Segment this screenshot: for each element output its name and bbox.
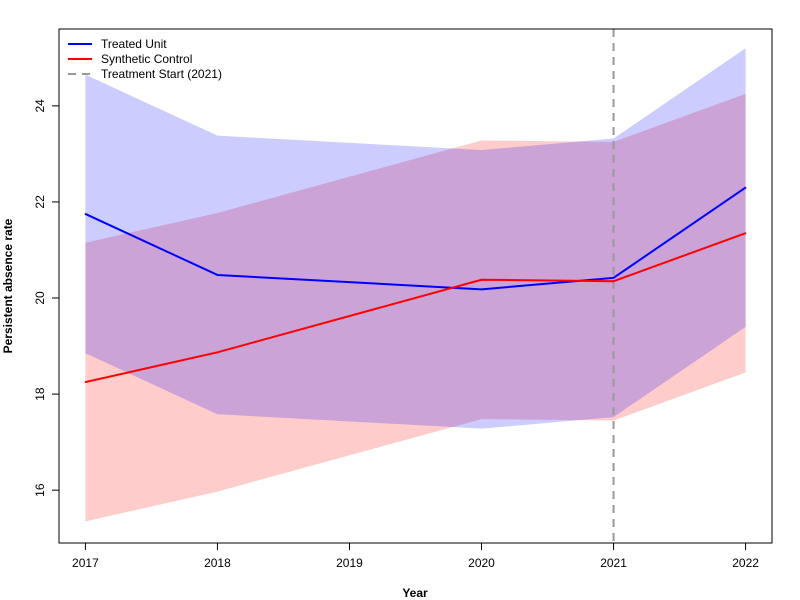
legend-treated-label: Treated Unit bbox=[101, 37, 167, 51]
data-point-synthetic bbox=[84, 381, 87, 383]
y-tick-label: 16 bbox=[33, 483, 47, 497]
series-lines bbox=[84, 186, 747, 384]
x-tick-label: 2019 bbox=[336, 556, 363, 570]
data-point-treated bbox=[612, 277, 615, 279]
confidence-band-synthetic bbox=[85, 93, 746, 522]
confidence-bands bbox=[85, 48, 746, 522]
data-point-synthetic bbox=[480, 278, 483, 281]
data-point-synthetic bbox=[216, 351, 219, 354]
confidence-band-treated bbox=[85, 48, 746, 429]
y-axis-title: Persistent absence rate bbox=[1, 218, 15, 353]
y-axis: 16 18 20 22 24 bbox=[33, 99, 59, 497]
x-tick-label: 2020 bbox=[468, 556, 495, 570]
plot-frame bbox=[58, 28, 773, 544]
data-point-treated bbox=[216, 274, 219, 276]
data-point-synthetic bbox=[744, 232, 747, 234]
x-tick-label: 2017 bbox=[72, 556, 99, 570]
legend-synthetic-label: Synthetic Control bbox=[101, 52, 192, 66]
legend-treatment-start-label: Treatment Start (2021) bbox=[101, 67, 222, 81]
x-axis-title: Year bbox=[402, 586, 428, 600]
x-tick-label: 2022 bbox=[732, 556, 759, 570]
y-tick-label: 18 bbox=[33, 387, 47, 401]
data-point-synthetic bbox=[612, 280, 615, 282]
data-point-treated bbox=[480, 288, 483, 291]
x-axis: 2017 2018 2019 2020 2021 2022 bbox=[72, 543, 759, 570]
x-tick-label: 2021 bbox=[600, 556, 627, 570]
y-tick-label: 22 bbox=[33, 195, 47, 209]
y-tick-label: 20 bbox=[33, 291, 47, 305]
x-tick-label: 2018 bbox=[204, 556, 231, 570]
y-tick-label: 24 bbox=[33, 99, 47, 113]
data-point-treated bbox=[744, 186, 747, 189]
data-point-treated bbox=[84, 213, 87, 215]
